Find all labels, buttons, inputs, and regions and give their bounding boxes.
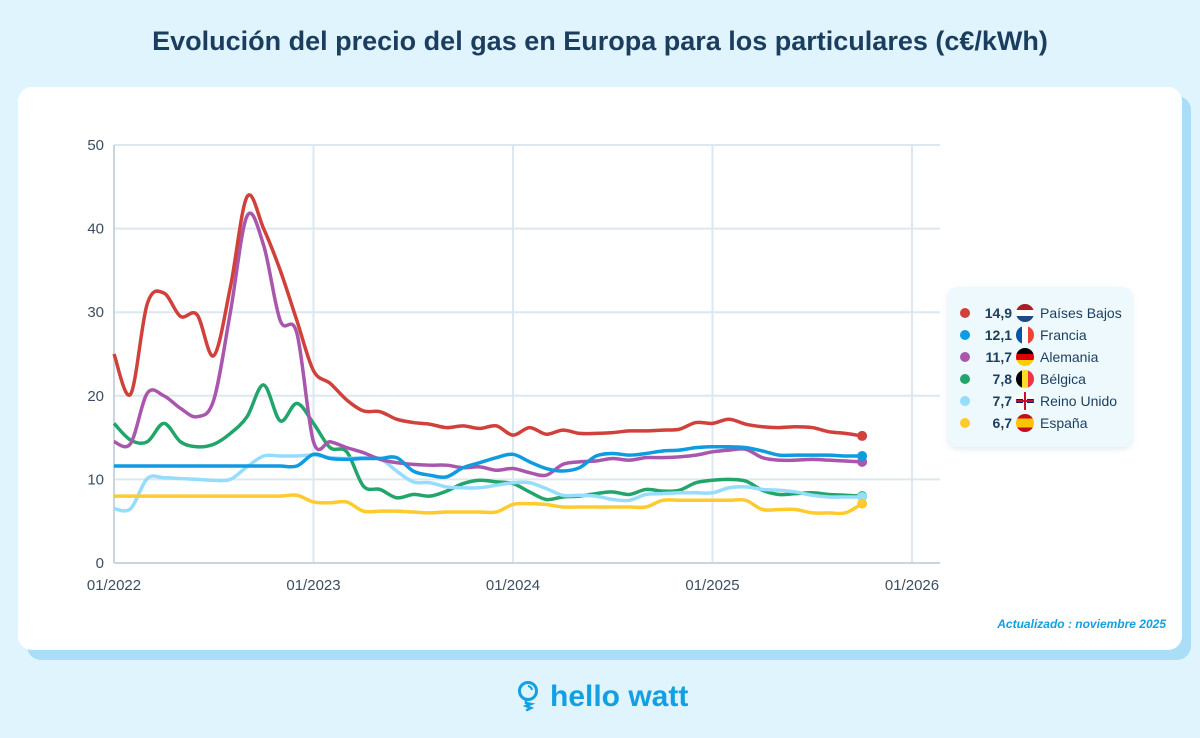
x-tick-label: 01/2023 [286,577,340,594]
legend-dot [960,352,970,362]
flag-gb-icon [1016,392,1034,410]
legend-value: 12,1 [984,327,1012,343]
legend-item-fr[interactable]: 12,1 Francia [948,324,1132,346]
series-lines [112,193,868,516]
lightbulb-icon [518,681,538,712]
updated-note: Actualizado : noviembre 2025 [997,617,1166,631]
y-tick-label: 10 [87,471,104,488]
grid [113,144,940,564]
legend-dot [960,374,970,384]
y-tick-label: 0 [96,555,104,572]
legend-value: 14,9 [984,305,1012,321]
legend-label: Países Bajos [1040,305,1122,321]
legend: 14,9 Países Bajos 12,1 Francia 11,7 Alem… [948,287,1132,447]
logo-text: hello watt [550,680,689,713]
series-endpoint-nl[interactable] [857,430,868,441]
x-tick-label: 01/2022 [87,577,141,594]
series-endpoint-fr[interactable] [857,450,868,461]
legend-value: 7,8 [992,371,1012,387]
y-tick-label: 20 [87,388,104,405]
series-line-es [114,493,864,516]
flag-be-icon [1016,370,1034,388]
series-line-nl [112,193,863,438]
legend-item-de[interactable]: 11,7 Alemania [948,346,1132,368]
flag-fr-icon [1016,326,1034,344]
flag-de-icon [1016,348,1034,366]
x-tick-label: 01/2024 [486,577,540,594]
y-tick-label: 40 [87,221,104,238]
series-line-fr [113,444,863,480]
legend-label: Reino Unido [1040,393,1118,409]
y-tick-label: 30 [87,304,104,321]
x-tick-label: 01/2026 [885,577,939,594]
legend-item-nl[interactable]: 14,9 Países Bajos [948,302,1132,324]
legend-label: España [1040,415,1088,431]
flag-nl-icon [1016,304,1034,322]
legend-label: Francia [1040,327,1087,343]
legend-dot [960,330,970,340]
legend-value: 6,7 [992,415,1012,431]
page-title: Evolución del precio del gas en Europa p… [152,26,1048,56]
flag-es-icon [1016,414,1034,432]
x-tick-label: 01/2025 [685,577,739,594]
y-tick-label: 50 [87,137,104,154]
legend-value: 7,7 [992,393,1012,409]
legend-item-gb[interactable]: 7,7 Reino Unido [948,390,1132,412]
legend-item-be[interactable]: 7,8 Bélgica [948,368,1132,390]
hello-watt-logo[interactable]: hello watt [516,680,688,714]
x-axis: 01/2022 01/2023 01/2024 01/2025 01/2026 [87,577,939,594]
series-line-de [113,211,863,478]
legend-label: Bélgica [1040,371,1086,387]
legend-dot [960,418,970,428]
legend-dot [960,396,970,406]
legend-item-es[interactable]: 6,7 España [948,412,1132,434]
series-line-gb [113,453,863,513]
legend-dot [960,308,970,318]
y-axis: 0 10 20 30 40 50 [87,137,104,572]
legend-label: Alemania [1040,349,1099,365]
series-line-be [112,383,863,502]
series-endpoint-es[interactable] [857,498,868,509]
legend-value: 11,7 [985,349,1012,365]
